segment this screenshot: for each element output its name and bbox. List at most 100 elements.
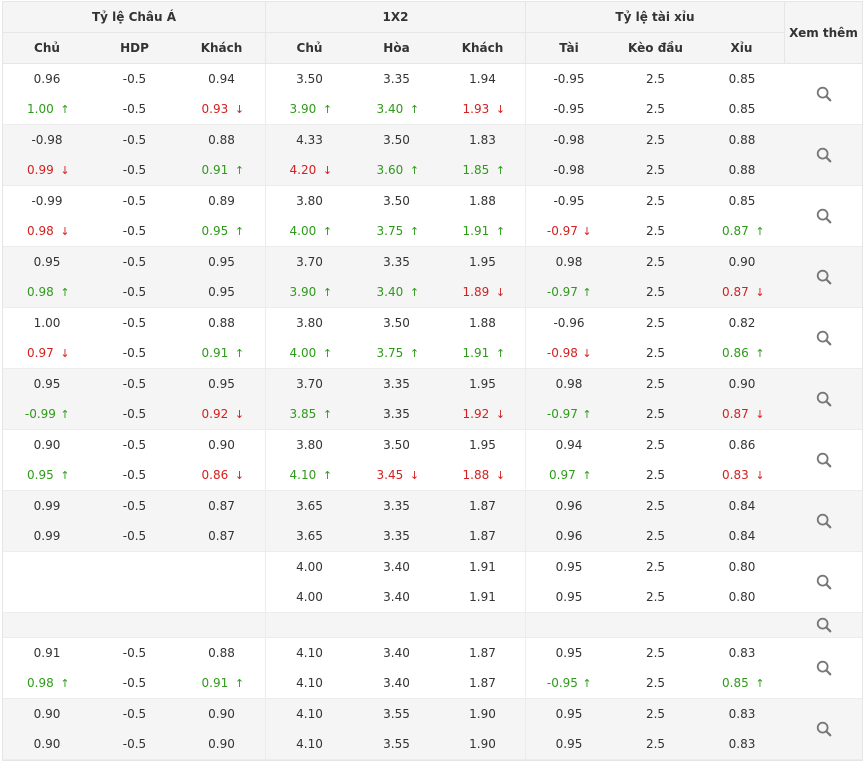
odds-cell-x12-home: 4.20 ↓ bbox=[266, 155, 353, 185]
odds-cell-x12-draw: 3.40 bbox=[353, 668, 440, 698]
odds-value: 2.5 bbox=[645, 407, 666, 421]
odds-value: -0.98 bbox=[553, 163, 585, 177]
odds-cell-x12-away: 1.87 bbox=[440, 638, 526, 668]
odds-cell-asian-home bbox=[3, 613, 91, 638]
search-icon[interactable] bbox=[785, 125, 862, 185]
odds-value: -0.95 bbox=[553, 102, 585, 116]
odds-cell-asian-hdp: -0.5 bbox=[91, 277, 178, 307]
odds-cell-ou-under: 0.83 bbox=[699, 699, 785, 729]
col-header-1x2-away: Khách bbox=[440, 33, 526, 63]
odds-value: 2.5 bbox=[645, 590, 666, 604]
odds-cell-ou-line: 2.5 bbox=[612, 729, 699, 759]
odds-value: 3.55 bbox=[383, 737, 410, 751]
odds-value: 0.83 bbox=[728, 707, 756, 721]
search-icon[interactable] bbox=[785, 552, 862, 612]
search-icon[interactable] bbox=[785, 369, 862, 429]
search-icon[interactable] bbox=[785, 430, 862, 490]
search-icon[interactable] bbox=[785, 699, 862, 759]
arrow-down-icon: ↓ bbox=[234, 102, 245, 116]
search-icon[interactable] bbox=[785, 613, 862, 637]
odds-value: 4.10 bbox=[296, 707, 323, 721]
odds-cell-asian-home: -0.98 bbox=[3, 125, 91, 155]
odds-value: 2.5 bbox=[645, 316, 666, 330]
live-odds-line: 0.98 ↑ -0.5 0.95 3.90 ↑ 3.40 ↑ 1.89 ↓ -0.97 ↑ 2.5 0.8… bbox=[3, 277, 785, 307]
search-icon[interactable] bbox=[785, 308, 862, 368]
opening-odds-line: 0.90 -0.5 0.90 3.80 3.50 1.95 0.94 2.5 0.86 bbox=[3, 430, 785, 460]
odds-cell-asian-home bbox=[3, 552, 91, 582]
odds-cell-asian-away: 0.89 bbox=[178, 186, 266, 216]
odds-value: 3.35 bbox=[383, 529, 410, 543]
odds-cell-ou-under: 0.86 bbox=[699, 430, 785, 460]
odds-cell-ou-line: 2.5 bbox=[612, 369, 699, 399]
search-icon[interactable] bbox=[785, 64, 862, 124]
odds-value: 1.95 bbox=[469, 255, 496, 269]
odds-value: -0.5 bbox=[122, 255, 147, 269]
odds-value: 0.95 bbox=[208, 255, 235, 269]
odds-value: 3.40 bbox=[383, 590, 410, 604]
odds-cell-x12-home: 3.70 bbox=[266, 369, 353, 399]
odds-value: 2.5 bbox=[645, 646, 666, 660]
odds-value: 3.50 bbox=[383, 438, 410, 452]
odds-cell-ou-line: 2.5 bbox=[612, 638, 699, 668]
odds-cell-x12-draw: 3.35 bbox=[353, 521, 440, 551]
odds-value: 0.91 bbox=[33, 646, 61, 660]
odds-cell-ou-over: -0.96 bbox=[526, 308, 612, 338]
odds-cell-ou-line: 2.5 bbox=[612, 552, 699, 582]
opening-odds-line: 0.90 -0.5 0.90 4.10 3.55 1.90 0.95 2.5 0.83 bbox=[3, 699, 785, 729]
odds-value: 1.93 bbox=[462, 102, 490, 116]
search-icon[interactable] bbox=[785, 247, 862, 307]
odds-cell-x12-home: 4.00 bbox=[266, 582, 353, 612]
odds-value: 0.95 bbox=[555, 646, 583, 660]
arrow-down-icon: ↓ bbox=[234, 468, 245, 482]
odds-value: 2.5 bbox=[645, 163, 666, 177]
odds-cell-ou-under: 0.87 ↓ bbox=[699, 399, 785, 429]
odds-cell-asian-home: 0.96 bbox=[3, 64, 91, 94]
odds-value: 1.90 bbox=[469, 737, 496, 751]
odds-cell-ou-over: -0.97 ↓ bbox=[526, 216, 612, 246]
odds-cell-x12-home: 4.10 bbox=[266, 699, 353, 729]
odds-cell-asian-home: 0.91 bbox=[3, 638, 91, 668]
odds-value: 0.90 bbox=[208, 737, 235, 751]
odds-cell-x12-draw: 3.40 bbox=[353, 552, 440, 582]
odds-value: 0.90 bbox=[33, 707, 61, 721]
odds-cell-ou-over: -0.97 ↑ bbox=[526, 277, 612, 307]
odds-value: 1.88 bbox=[469, 316, 496, 330]
opening-odds-line: 4.00 3.40 1.91 0.95 2.5 0.80 bbox=[3, 552, 785, 582]
live-odds-line: 1.00 ↑ -0.5 0.93 ↓ 3.90 ↑ 3.40 ↑ 1.93 ↓ -0.95 2.5 0.8… bbox=[3, 94, 785, 124]
odds-value: 2.5 bbox=[645, 102, 666, 116]
odds-body: 0.96 -0.5 0.94 3.50 3.35 1.94 -0.95 2.5 0.85 1.00… bbox=[3, 64, 862, 760]
odds-value: 4.00 bbox=[296, 560, 323, 574]
odds-cell-ou-under: 0.85 ↑ bbox=[699, 668, 785, 698]
odds-cell-x12-away: 1.83 bbox=[440, 125, 526, 155]
odds-value: 0.87 bbox=[722, 285, 749, 299]
odds-cell-ou-line: 2.5 bbox=[612, 338, 699, 368]
col-header-away: Khách bbox=[178, 33, 266, 63]
odds-cell-x12-draw: 3.50 bbox=[353, 308, 440, 338]
odds-cell-x12-away: 1.92 ↓ bbox=[440, 399, 526, 429]
odds-cell-ou-under: 0.84 bbox=[699, 491, 785, 521]
arrow-up-icon: ↑ bbox=[409, 224, 420, 238]
odds-value: 1.91 bbox=[469, 590, 496, 604]
odds-cell-asian-hdp: -0.5 bbox=[91, 668, 178, 698]
odds-value: 3.35 bbox=[383, 407, 410, 421]
match-row: 0.91 -0.5 0.88 4.10 3.40 1.87 0.95 2.5 0.83 0.98 ↑… bbox=[3, 638, 862, 699]
match-lines: 1.00 -0.5 0.88 3.80 3.50 1.88 -0.96 2.5 0.82 0.97… bbox=[3, 308, 785, 368]
odds-value: 0.90 bbox=[728, 377, 756, 391]
odds-cell-asian-away: 0.87 bbox=[178, 491, 266, 521]
odds-value: 0.87 bbox=[722, 407, 749, 421]
odds-value: 0.94 bbox=[555, 438, 583, 452]
odds-value: 0.90 bbox=[33, 438, 61, 452]
match-row: 0.90 -0.5 0.90 4.10 3.55 1.90 0.95 2.5 0.83 0.90 -… bbox=[3, 699, 862, 760]
search-icon[interactable] bbox=[785, 638, 862, 698]
search-icon[interactable] bbox=[785, 491, 862, 551]
odds-cell-ou-line: 2.5 bbox=[612, 277, 699, 307]
odds-cell-asian-hdp: -0.5 bbox=[91, 186, 178, 216]
match-lines: 0.90 -0.5 0.90 4.10 3.55 1.90 0.95 2.5 0.83 0.90 -… bbox=[3, 699, 785, 759]
odds-value: 3.50 bbox=[383, 194, 410, 208]
odds-value: 3.40 bbox=[383, 646, 410, 660]
odds-cell-ou-under: 0.85 bbox=[699, 64, 785, 94]
odds-cell-asian-home: 0.95 bbox=[3, 369, 91, 399]
search-icon[interactable] bbox=[785, 186, 862, 246]
odds-cell-x12-draw: 3.35 bbox=[353, 399, 440, 429]
odds-value: 0.88 bbox=[728, 133, 756, 147]
